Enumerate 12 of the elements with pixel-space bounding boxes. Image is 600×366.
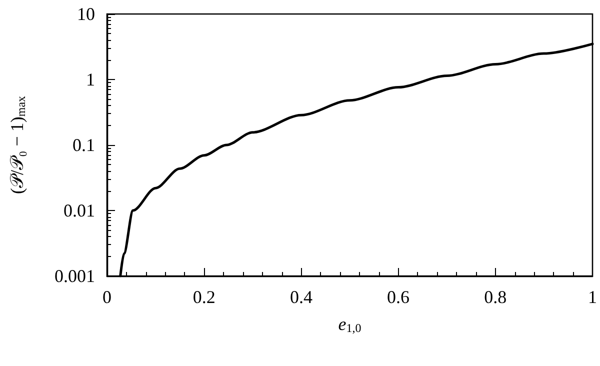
x-tick-label: 0 <box>102 287 112 307</box>
y-tick-label: 1 <box>86 70 95 90</box>
x-tick-label: 1 <box>588 287 597 307</box>
x-tick-label: 0.2 <box>192 287 216 307</box>
y-tick-label: 0.01 <box>64 200 95 220</box>
y-tick-label: 10 <box>77 4 95 24</box>
x-tick-label: 0.4 <box>290 287 312 307</box>
x-tick-label: 0.6 <box>387 287 410 307</box>
y-tick-label: 0.001 <box>54 266 95 286</box>
y-axis-title: (𝒫/𝒫₀ − 1)max <box>7 96 28 194</box>
x-tick-label: 0.8 <box>484 287 507 307</box>
y-tick-label: 0.1 <box>72 135 95 155</box>
